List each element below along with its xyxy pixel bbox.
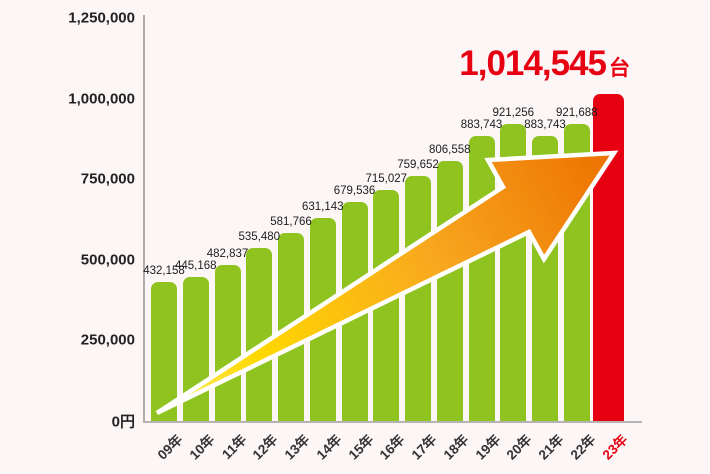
- bar-value-label: 759,652: [397, 159, 439, 171]
- bar: [373, 190, 400, 421]
- bar: [532, 136, 558, 421]
- headline-value: 1,014,545: [459, 44, 607, 83]
- bar: [341, 202, 368, 421]
- headline-unit: 台: [609, 57, 630, 80]
- x-axis-tick-label: 17年: [408, 431, 440, 463]
- bar-highlight: [593, 94, 624, 421]
- y-axis-tick-label: 500,000: [80, 251, 135, 269]
- bar-value-label: 581,766: [270, 216, 312, 228]
- bar: [309, 218, 336, 421]
- bar: [563, 124, 590, 421]
- bar: [278, 233, 304, 421]
- x-axis-tick-label: 18年: [440, 431, 472, 463]
- y-axis-tick-label: 1,250,000: [68, 9, 135, 27]
- x-axis-line: [143, 421, 642, 423]
- bar-value-label: 482,837: [206, 248, 249, 260]
- bar: [500, 124, 527, 421]
- bar: [182, 277, 209, 421]
- x-axis-tick-label: 09年: [154, 431, 186, 463]
- y-axis-tick-label: 1,000,000: [68, 90, 135, 108]
- bar-value-label: 715,027: [365, 173, 408, 185]
- y-axis-line: [143, 15, 145, 421]
- bar: [405, 176, 431, 421]
- bar-value-label: 806,558: [428, 144, 471, 156]
- y-axis-tick-label: 0円: [111, 413, 135, 431]
- x-axis-tick-label: 15年: [345, 431, 376, 463]
- x-axis-tick-label: 22年: [567, 431, 599, 463]
- bar-value-label: 921,688: [555, 107, 598, 119]
- bar: [214, 265, 241, 421]
- bar-value-label: 921,256: [492, 107, 535, 119]
- x-axis-tick-label: 11年: [218, 431, 249, 463]
- headline-total: 1,014,545 台: [459, 46, 630, 81]
- x-axis-tick-label: 12年: [249, 431, 281, 463]
- bar-value-label: 445,168: [174, 260, 217, 272]
- bar: [246, 248, 273, 421]
- y-axis-tick-label: 250,000: [80, 331, 135, 349]
- x-axis-tick-label: 16年: [376, 431, 408, 463]
- x-axis-tick-label: 14年: [313, 431, 345, 463]
- bar-value-label: 883,743: [524, 119, 566, 131]
- bar-value-label: 883,743: [460, 119, 503, 131]
- x-axis-tick-label: 13年: [281, 431, 313, 463]
- bar: [468, 136, 495, 421]
- x-axis-tick-label: 23年: [599, 431, 630, 463]
- bar-value-label: 631,143: [301, 201, 344, 213]
- bar: [151, 282, 177, 421]
- x-axis-tick-label: 20年: [503, 431, 535, 463]
- x-axis-tick-label: 10年: [186, 431, 218, 463]
- x-axis-tick-label: 21年: [535, 431, 567, 463]
- x-axis-tick-label: 19年: [472, 431, 503, 463]
- bar: [436, 161, 463, 421]
- bar-value-label: 679,536: [333, 185, 376, 197]
- bar-value-label: 535,480: [238, 231, 281, 243]
- y-axis-tick-label: 750,000: [80, 170, 135, 188]
